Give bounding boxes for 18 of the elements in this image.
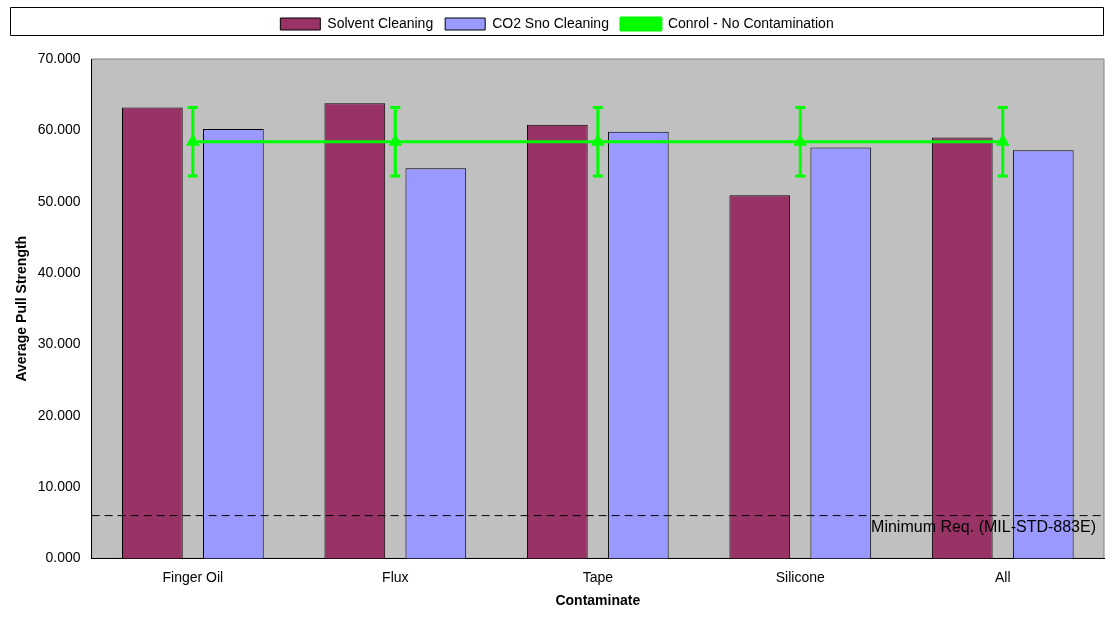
y-tick-label: 70.000: [37, 49, 81, 66]
x-axis-title: Contaminate: [555, 592, 641, 609]
x-tick-label: Finger Oil: [162, 568, 224, 585]
x-tick-label: Silicone: [775, 568, 826, 585]
y-tick-label: 40.000: [37, 263, 81, 280]
y-tick-label: 50.000: [37, 192, 81, 209]
y-tick-label: 0.000: [45, 549, 81, 566]
y-tick-label: 30.000: [37, 335, 81, 352]
y-axis-title: Average Pull Strength: [13, 235, 30, 382]
x-tick-label: Flux: [382, 568, 409, 585]
legend-label: CO2 Sno Cleaning: [492, 14, 609, 31]
x-tick-label: Tape: [582, 568, 614, 585]
y-tick-label: 10.000: [37, 477, 81, 494]
legend-label: Conrol - No Contamination: [667, 14, 834, 31]
y-tick-label: 20.000: [37, 406, 81, 423]
y-tick-label: 60.000: [37, 121, 81, 138]
legend-label: Solvent Cleaning: [327, 14, 434, 31]
x-tick-label: All: [994, 568, 1011, 585]
